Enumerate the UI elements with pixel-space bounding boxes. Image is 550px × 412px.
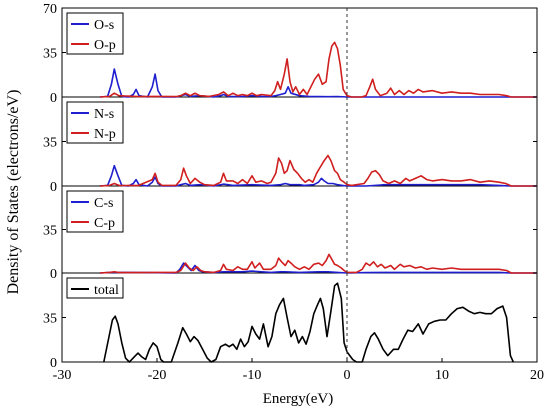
tick-labels: 0 35 70 0 35 0 35 0 35 -30 -20 -10 0 10 20 bbox=[43, 2, 544, 383]
series-line-O-p bbox=[99, 41, 537, 98]
y-tick-label-O: 35 bbox=[43, 47, 57, 62]
legend-label-N-s: N-s bbox=[94, 107, 114, 122]
y-tick-label-O: 70 bbox=[43, 2, 57, 17]
y-axis-label: Density of States (electrons/eV) bbox=[5, 90, 22, 295]
legend-box-O bbox=[66, 12, 124, 55]
legends: O-s O-p N-s N-p C-s C-p total bbox=[66, 12, 124, 299]
y-tick-label-N: 35 bbox=[43, 136, 57, 151]
legend-box-T bbox=[66, 277, 124, 299]
legend-label-total: total bbox=[94, 283, 119, 298]
x-tick-label: -10 bbox=[243, 368, 262, 383]
x-tick-label: 20 bbox=[530, 368, 544, 383]
series-lines bbox=[99, 41, 537, 363]
x-tick-label: 10 bbox=[435, 368, 449, 383]
y-tick-label-C: 35 bbox=[43, 224, 57, 239]
x-axis-label: Energy(eV) bbox=[263, 391, 334, 407]
legend-label-C-p: C-p bbox=[94, 216, 115, 231]
y-tick-label-T: 35 bbox=[43, 312, 57, 327]
x-tick-label: 0 bbox=[344, 368, 351, 383]
series-line-C-p bbox=[99, 253, 537, 274]
panel-frame-O bbox=[61, 7, 538, 98]
legend-label-N-p: N-p bbox=[94, 127, 116, 142]
y-tick-label-T: 0 bbox=[50, 356, 57, 371]
series-line-C-s bbox=[99, 262, 537, 274]
legend-label-O-p: O-p bbox=[94, 38, 116, 53]
series-line-total bbox=[103, 282, 515, 363]
legend-box-C bbox=[66, 190, 124, 233]
y-tick-label-C: 0 bbox=[50, 267, 57, 282]
series-line-N-p bbox=[99, 154, 537, 187]
legend-label-C-s: C-s bbox=[94, 196, 113, 211]
x-tick-label: -20 bbox=[148, 368, 167, 383]
legend-box-N bbox=[66, 101, 124, 144]
legend-label-O-s: O-s bbox=[94, 18, 114, 33]
x-tick-label: -30 bbox=[53, 368, 72, 383]
panel-frame-N bbox=[61, 96, 538, 187]
series-line-N-s bbox=[99, 164, 537, 187]
panel-frame-T bbox=[61, 272, 538, 363]
panel-frame-C bbox=[61, 185, 538, 274]
y-tick-label-O: 0 bbox=[50, 91, 57, 106]
y-tick-label-N: 0 bbox=[50, 180, 57, 195]
